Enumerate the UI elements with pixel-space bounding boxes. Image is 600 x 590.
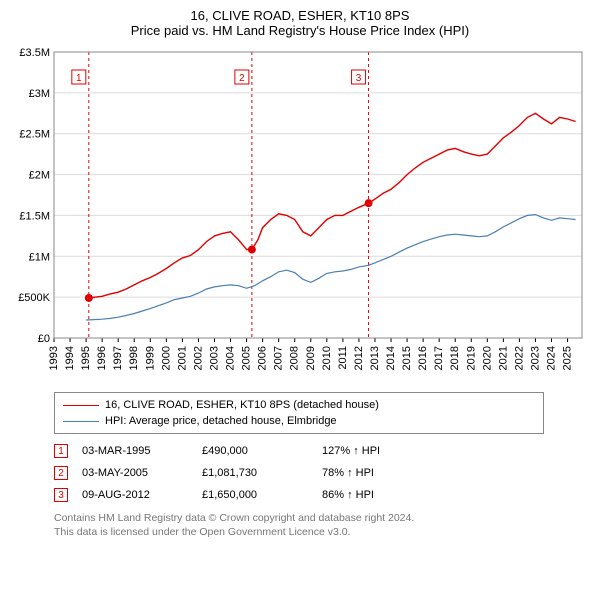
svg-text:2011: 2011 [337,346,349,370]
svg-text:1993: 1993 [48,346,60,370]
events-table: 1 03-MAR-1995 £490,000 127% ↑ HPI 2 03-M… [54,440,590,506]
svg-text:£1.5M: £1.5M [19,210,50,222]
event-row: 1 03-MAR-1995 £490,000 127% ↑ HPI [54,440,590,462]
svg-text:2013: 2013 [369,346,381,370]
svg-text:1995: 1995 [80,346,92,370]
svg-text:£1M: £1M [29,251,50,263]
event-price: £490,000 [202,445,322,457]
event-date: 03-MAY-2005 [82,467,202,479]
svg-text:2012: 2012 [353,346,365,370]
event-price: £1,081,730 [202,467,322,479]
svg-text:2005: 2005 [241,346,253,370]
legend-box: 16, CLIVE ROAD, ESHER, KT10 8PS (detache… [54,392,544,434]
attribution-line: This data is licensed under the Open Gov… [54,526,590,540]
attribution-line: Contains HM Land Registry data © Crown c… [54,512,590,526]
svg-text:2004: 2004 [225,346,237,370]
svg-text:2014: 2014 [385,346,397,370]
svg-text:1994: 1994 [64,346,76,370]
svg-text:2015: 2015 [401,346,413,370]
legend-label: 16, CLIVE ROAD, ESHER, KT10 8PS (detache… [105,399,379,411]
chart-title: 16, CLIVE ROAD, ESHER, KT10 8PS [10,8,590,23]
svg-text:2010: 2010 [321,346,333,370]
svg-text:2021: 2021 [497,346,509,370]
svg-text:2017: 2017 [433,346,445,370]
event-date: 03-MAR-1995 [82,445,202,457]
svg-text:£500K: £500K [18,292,50,304]
svg-text:1996: 1996 [96,346,108,370]
svg-text:£2M: £2M [29,170,50,182]
svg-text:2019: 2019 [465,346,477,370]
event-marker-icon: 1 [54,444,68,458]
svg-text:3: 3 [356,73,362,84]
legend-swatch-hpi [63,421,99,422]
svg-text:2018: 2018 [449,346,461,370]
event-row: 2 03-MAY-2005 £1,081,730 78% ↑ HPI [54,462,590,484]
event-price: £1,650,000 [202,489,322,501]
svg-text:£3.5M: £3.5M [19,47,50,59]
event-marker-icon: 3 [54,488,68,502]
event-pct: 78% ↑ HPI [322,467,442,479]
svg-text:2000: 2000 [160,346,172,370]
svg-text:2003: 2003 [208,346,220,370]
event-row: 3 09-AUG-2012 £1,650,000 86% ↑ HPI [54,484,590,506]
chart-area: £0 £500K £1M £1.5M £2M £2.5M £3M £3.5M 1993 1994 1… [10,44,590,384]
event-pct: 127% ↑ HPI [322,445,442,457]
svg-text:2007: 2007 [273,346,285,370]
svg-text:2016: 2016 [417,346,429,370]
svg-text:2025: 2025 [562,346,574,370]
svg-text:2: 2 [239,73,245,84]
svg-text:2020: 2020 [481,346,493,370]
svg-text:2002: 2002 [192,346,204,370]
svg-text:1997: 1997 [112,346,124,370]
legend-row: 16, CLIVE ROAD, ESHER, KT10 8PS (detache… [63,397,535,413]
svg-text:2006: 2006 [257,346,269,370]
svg-text:1: 1 [76,73,82,84]
chart-svg: £0 £500K £1M £1.5M £2M £2.5M £3M £3.5M 1993 1994 1… [10,44,590,384]
legend-swatch-property [63,405,99,406]
legend-label: HPI: Average price, detached house, Elmb… [105,415,337,427]
svg-text:2023: 2023 [529,346,541,370]
svg-text:2009: 2009 [305,346,317,370]
event-pct: 86% ↑ HPI [322,489,442,501]
svg-text:2022: 2022 [513,346,525,370]
attribution: Contains HM Land Registry data © Crown c… [54,512,590,539]
title-block: 16, CLIVE ROAD, ESHER, KT10 8PS Price pa… [10,8,590,38]
svg-text:2008: 2008 [289,346,301,370]
event-date: 09-AUG-2012 [82,489,202,501]
svg-text:£2.5M: £2.5M [19,129,50,141]
svg-text:1999: 1999 [144,346,156,370]
legend-row: HPI: Average price, detached house, Elmb… [63,413,535,429]
event-marker-icon: 2 [54,466,68,480]
svg-text:1998: 1998 [128,346,140,370]
svg-text:£0: £0 [38,333,50,345]
svg-text:2001: 2001 [176,346,188,370]
svg-text:£3M: £3M [29,88,50,100]
chart-subtitle: Price paid vs. HM Land Registry's House … [10,23,590,38]
svg-text:2024: 2024 [546,346,558,370]
